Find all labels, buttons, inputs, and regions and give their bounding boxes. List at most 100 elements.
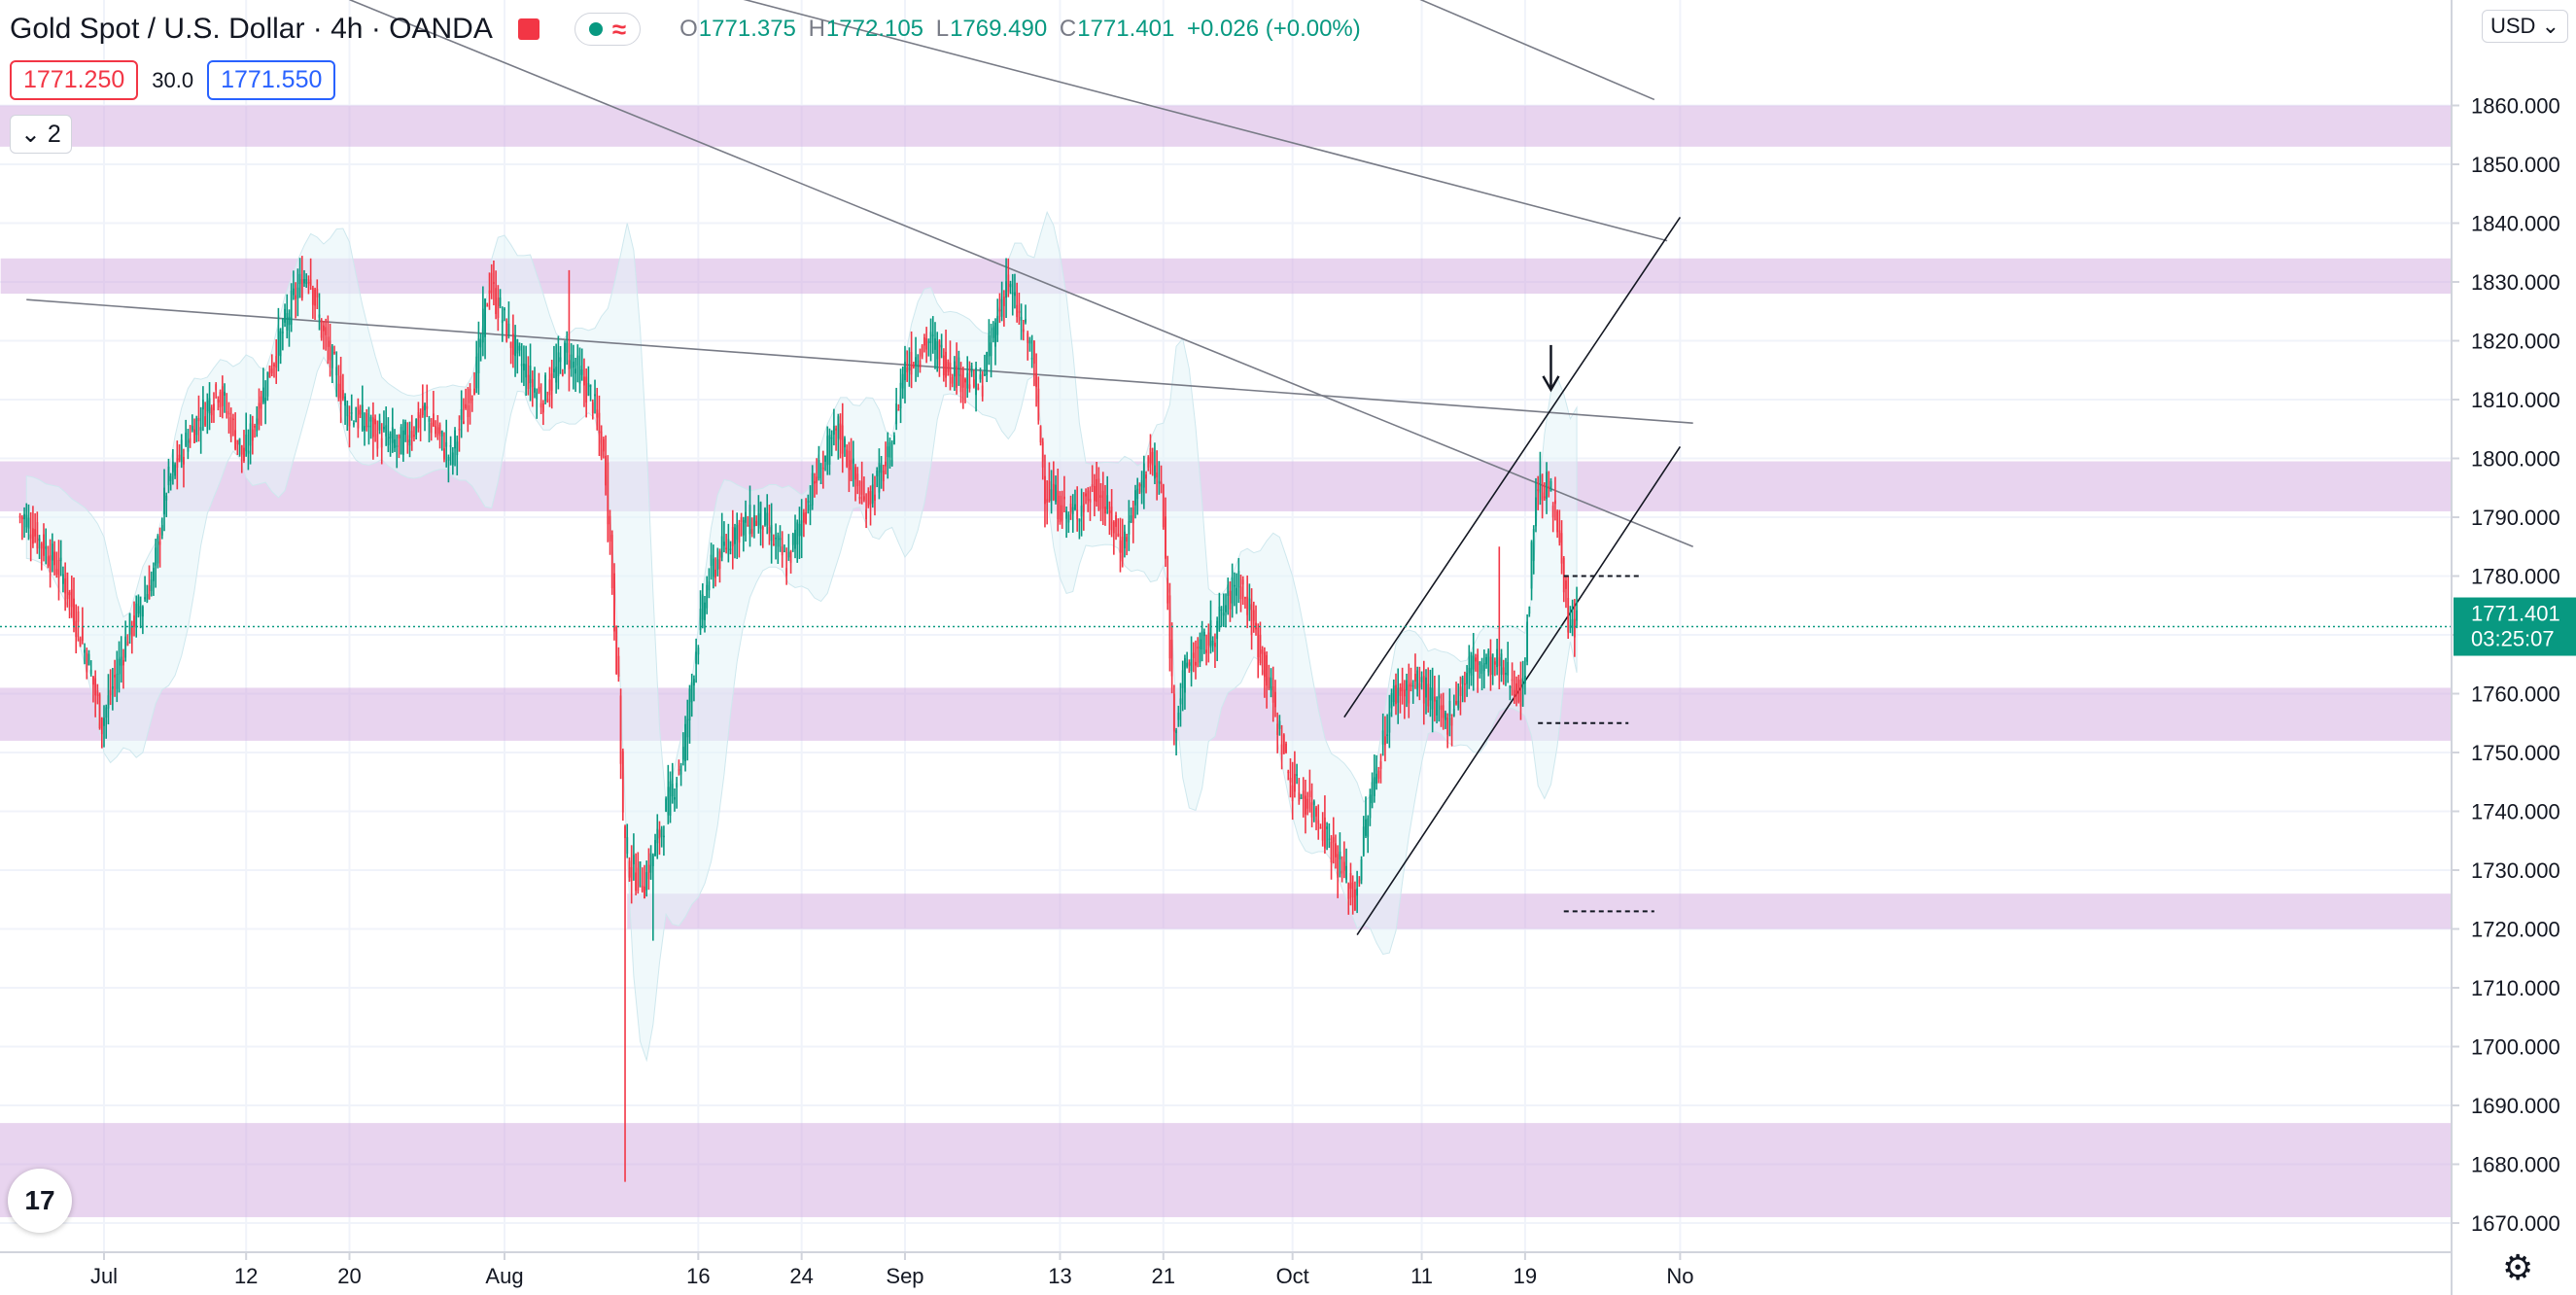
candle-body bbox=[1319, 826, 1322, 829]
candle-body bbox=[189, 438, 191, 443]
candle-body bbox=[727, 539, 730, 555]
candle-body bbox=[374, 418, 376, 425]
candle-body bbox=[949, 363, 952, 376]
candle-body bbox=[1369, 794, 1372, 819]
candle-body bbox=[229, 417, 232, 438]
candle-body bbox=[406, 435, 409, 442]
candle-body bbox=[679, 765, 682, 775]
candle-body bbox=[824, 455, 826, 462]
candle-body bbox=[89, 669, 92, 675]
candle-body bbox=[195, 417, 198, 436]
candle-body bbox=[1358, 879, 1361, 884]
candle-body bbox=[1300, 797, 1303, 799]
candle-body bbox=[628, 860, 631, 878]
candle-body bbox=[1101, 490, 1104, 509]
candle-body bbox=[213, 403, 215, 411]
candle-body bbox=[344, 396, 346, 406]
quote-boxes: 1771.250 30.0 1771.550 bbox=[10, 60, 336, 100]
sell-price-button[interactable]: 1771.250 bbox=[10, 60, 139, 100]
candle-body bbox=[1192, 652, 1195, 659]
candle-body bbox=[295, 295, 297, 299]
candle-body bbox=[811, 472, 814, 506]
candle-body bbox=[848, 450, 851, 471]
candle-body bbox=[208, 398, 211, 414]
candle-body bbox=[1403, 689, 1406, 697]
candle-body bbox=[479, 339, 482, 348]
candle-body bbox=[878, 463, 881, 493]
candle-body bbox=[369, 416, 372, 422]
candle-body bbox=[742, 519, 745, 536]
candle-body bbox=[753, 515, 755, 527]
candle-body bbox=[333, 351, 335, 354]
candle-body bbox=[663, 835, 665, 838]
candle-body bbox=[1140, 479, 1143, 493]
candle-body bbox=[1128, 521, 1131, 535]
candle-body bbox=[1511, 679, 1514, 682]
close-value: 1771.401 bbox=[1077, 16, 1175, 42]
candle-body bbox=[221, 386, 224, 406]
candle-body bbox=[531, 378, 534, 388]
candle-body bbox=[921, 345, 923, 357]
candle-body bbox=[1354, 889, 1356, 910]
candle-body bbox=[440, 431, 443, 437]
candle-body bbox=[826, 436, 829, 466]
candle-body bbox=[915, 357, 917, 366]
candle-body bbox=[311, 288, 314, 305]
candle-body bbox=[445, 441, 448, 447]
candle-body bbox=[366, 413, 368, 428]
candle-body bbox=[1448, 700, 1451, 717]
candle-body bbox=[264, 398, 267, 404]
chevron-down-icon: ⌄ bbox=[20, 121, 41, 148]
candle-body bbox=[1179, 698, 1182, 705]
candle-body bbox=[475, 356, 478, 389]
candle-body bbox=[337, 383, 340, 399]
y-tick-label: 1710.000 bbox=[2471, 976, 2560, 1000]
candle-body bbox=[254, 426, 256, 428]
candle-body bbox=[893, 435, 895, 445]
candle-body bbox=[1310, 802, 1313, 818]
candle-body bbox=[281, 332, 284, 333]
buy-price-button[interactable]: 1771.550 bbox=[207, 60, 336, 100]
price-axis[interactable]: 1860.000 1850.000 1840.000 1830.000 1820.000… bbox=[2451, 0, 2576, 1295]
candle-body bbox=[111, 686, 114, 689]
candle-body bbox=[1271, 686, 1274, 703]
candle-body bbox=[1530, 542, 1533, 589]
candle-body bbox=[1347, 883, 1350, 899]
tradingview-logo-icon[interactable]: 17 bbox=[8, 1169, 72, 1233]
candle-body bbox=[256, 418, 259, 432]
candle-body bbox=[688, 688, 691, 720]
candle-body bbox=[536, 392, 539, 400]
candle-body bbox=[1571, 618, 1574, 629]
gear-icon[interactable]: ⚙ bbox=[2502, 1247, 2534, 1287]
last-price-label: 1771.401 bbox=[2471, 602, 2560, 626]
indicator-toggle[interactable]: ≈ bbox=[574, 13, 642, 46]
candle-body bbox=[268, 366, 271, 378]
symbol-title[interactable]: Gold Spot / U.S. Dollar · 4h · OANDA bbox=[10, 13, 493, 45]
candle-body bbox=[1425, 677, 1427, 698]
candle-body bbox=[260, 396, 262, 409]
candle-body bbox=[400, 427, 402, 455]
indicators-collapse-button[interactable]: ⌄ 2 bbox=[10, 115, 72, 154]
currency-select[interactable]: USD ⌄ bbox=[2482, 10, 2569, 43]
candle-body bbox=[1379, 761, 1382, 769]
candle-body bbox=[706, 584, 709, 609]
candle-body bbox=[507, 323, 510, 335]
close-label: C bbox=[1059, 16, 1077, 42]
market-closed-icon[interactable] bbox=[517, 18, 540, 40]
candle-body bbox=[296, 287, 299, 299]
candle-body bbox=[32, 528, 34, 544]
arrow-down-icon bbox=[1542, 375, 1560, 393]
candle-body bbox=[1335, 843, 1337, 858]
candle-body bbox=[1427, 683, 1430, 707]
time-axis[interactable]: Jul 12 20 Aug 16 24 Sep 13 21 Oct 11 19 No bbox=[0, 1251, 2452, 1288]
candle-body bbox=[1130, 515, 1132, 522]
candle-body bbox=[660, 828, 663, 837]
candle-body bbox=[525, 364, 528, 378]
candle-body bbox=[678, 769, 680, 771]
candle-body bbox=[1541, 492, 1544, 501]
candle-body bbox=[800, 520, 803, 537]
candle-body bbox=[481, 308, 484, 343]
candle-body bbox=[201, 399, 204, 410]
candle-body bbox=[514, 335, 516, 357]
